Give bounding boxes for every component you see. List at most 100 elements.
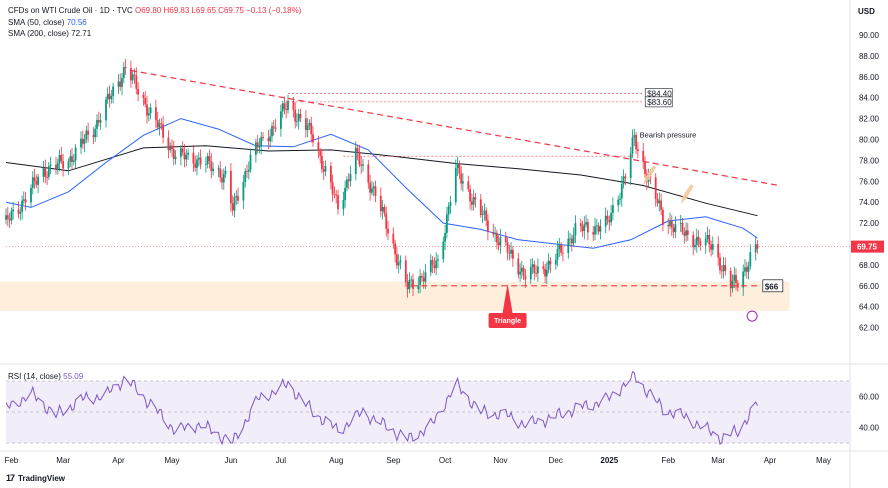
candle-body (383, 207, 386, 214)
candle-body (454, 167, 457, 203)
candle (106, 87, 109, 104)
candle-body (85, 130, 88, 140)
candle-body (704, 239, 707, 246)
candle (745, 261, 748, 279)
candle (247, 161, 250, 180)
candle (720, 265, 723, 279)
candle (319, 148, 322, 164)
support-label: $66 (765, 282, 779, 291)
candle (167, 130, 170, 159)
last-price-value: 69.75 (857, 243, 878, 252)
candle (83, 134, 86, 153)
rsi-line (5, 370, 758, 446)
candle-body (183, 152, 186, 160)
candle (506, 237, 509, 261)
candle-body (562, 252, 564, 254)
candle (44, 159, 47, 184)
candle-body (731, 280, 734, 289)
candle-body (258, 146, 261, 148)
candle-body (249, 154, 252, 170)
candle-body (347, 179, 350, 182)
candle-body (512, 249, 514, 259)
candle (21, 195, 23, 220)
candle (219, 161, 222, 183)
candle-body (272, 126, 275, 128)
candle (49, 156, 52, 175)
candle-body (92, 134, 95, 138)
tradingview-logo-text: TradingView (18, 473, 65, 483)
candle (242, 175, 245, 209)
candle-body (412, 279, 414, 289)
last-price-badge (851, 240, 884, 253)
candle (81, 130, 84, 149)
candle (210, 152, 213, 179)
candle-body (406, 281, 409, 290)
candle-body (371, 188, 373, 193)
candle (192, 144, 195, 172)
time-tick-label: Jun (224, 456, 237, 465)
candle (121, 73, 123, 96)
candle-body (594, 226, 596, 235)
tradingview-logo[interactable]: 17 TradingView (6, 473, 65, 483)
candle (347, 173, 350, 190)
candle-body (654, 177, 657, 199)
candle-body (447, 205, 450, 215)
candle-body (46, 177, 48, 178)
candle-body (324, 166, 327, 172)
candle (492, 223, 495, 238)
candle-body (456, 163, 459, 168)
support-label-box (762, 279, 784, 293)
candle-body (674, 223, 677, 233)
candle (437, 254, 439, 268)
candle-body (333, 194, 336, 195)
candle-body (697, 237, 700, 241)
candle (624, 173, 627, 186)
triangle-marker (502, 283, 513, 313)
candle (711, 236, 714, 255)
candle (520, 260, 523, 279)
candle-body (267, 138, 270, 142)
candle (408, 272, 411, 294)
candle (421, 273, 423, 282)
candle-body (181, 148, 184, 153)
candle-body (699, 240, 702, 246)
candle (35, 174, 38, 188)
candle-body (417, 284, 420, 289)
candle (574, 215, 577, 244)
candle-body (306, 125, 309, 131)
candle-body (105, 99, 107, 121)
candle-body (33, 177, 36, 182)
candle (12, 201, 14, 220)
candle (87, 122, 89, 143)
price-tick-label: 90.00 (859, 31, 880, 40)
candle (97, 111, 100, 127)
candle-body (74, 147, 77, 161)
time-tick-label: Sep (386, 456, 401, 465)
candle (221, 169, 223, 190)
candle-body (442, 241, 445, 260)
candle-body (144, 98, 147, 105)
candle (554, 253, 557, 270)
sma200-value: 72.71 (71, 29, 92, 38)
candle-body (354, 147, 357, 174)
candle-body (322, 169, 325, 172)
candle-body (192, 152, 195, 164)
candle-body (171, 145, 173, 150)
candle-body (317, 142, 320, 152)
rsi-value: 55.09 (63, 372, 84, 381)
candle-body (542, 266, 545, 269)
candle (447, 202, 450, 221)
candle (670, 215, 673, 236)
candle (24, 191, 27, 211)
candle (587, 218, 589, 241)
candle-body (255, 142, 257, 155)
candle-body (167, 137, 170, 151)
sma50-label: SMA (50, close) (8, 18, 65, 27)
candle (592, 225, 595, 242)
time-tick-label: May (164, 456, 179, 465)
candle-body (185, 154, 188, 160)
candle-body (106, 93, 109, 100)
candle-body (172, 149, 175, 159)
candle (485, 207, 488, 227)
candle-body (169, 145, 172, 151)
